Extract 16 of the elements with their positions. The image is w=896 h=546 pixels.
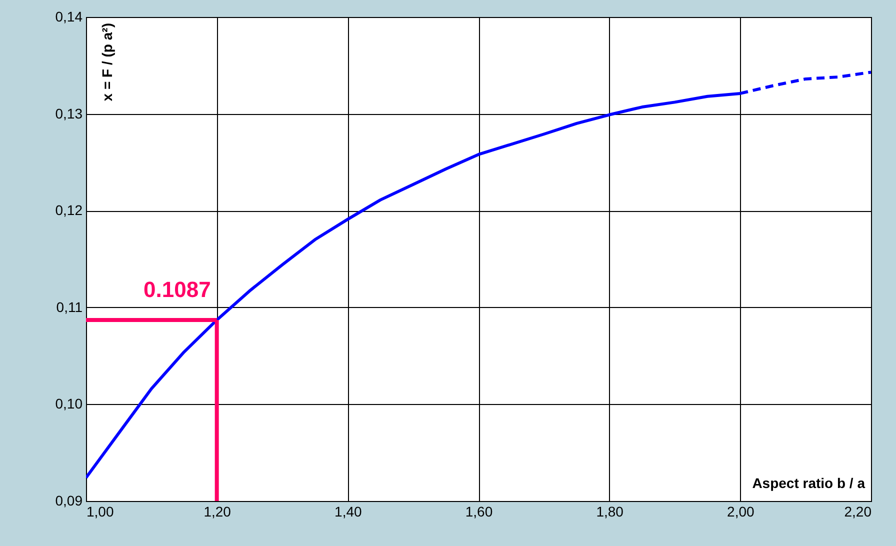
x-tick-label: 1,80	[596, 504, 624, 520]
y-axis-title: x = F / (p a²)	[99, 23, 115, 102]
y-tick-label: 0,09	[55, 492, 83, 508]
y-tick-label: 0,14	[55, 8, 83, 24]
x-axis-title: Aspect ratio b / a	[752, 475, 866, 491]
x-tick-label: 2,20	[844, 504, 872, 520]
y-tick-label: 0,12	[55, 202, 83, 218]
x-tick-label: 1,60	[465, 504, 493, 520]
y-tick-label: 0,11	[56, 298, 83, 315]
y-tick-label: 0,10	[55, 396, 83, 412]
x-tick-label: 1,00	[86, 504, 114, 520]
x-tick-label: 1,40	[334, 504, 362, 520]
annotation: 0.1087	[144, 276, 211, 302]
x-tick-label: 1,20	[204, 504, 232, 520]
y-tick-label: 0,13	[55, 105, 83, 122]
x-tick-label: 2,00	[727, 504, 755, 520]
